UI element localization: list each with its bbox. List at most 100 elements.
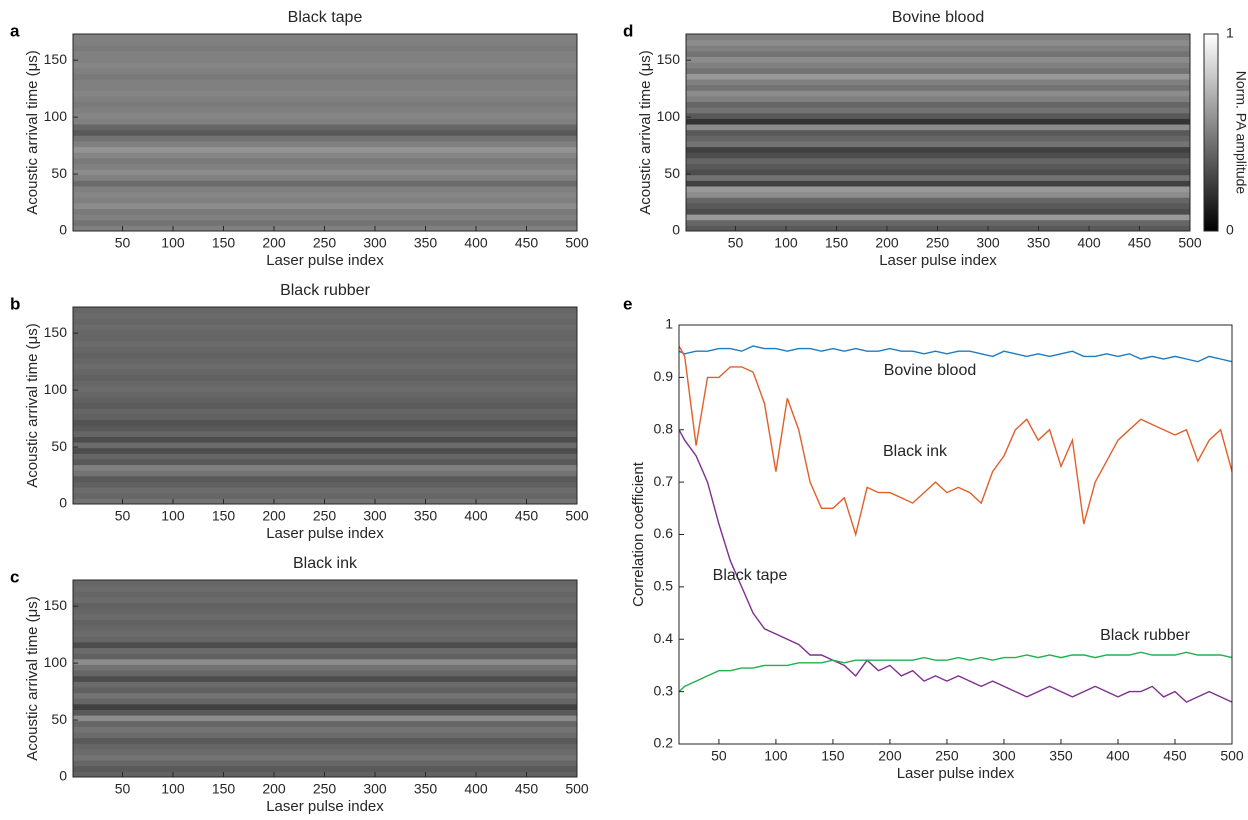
x-axis-label: Laser pulse index <box>897 765 1015 782</box>
y-tick-label: 0 <box>59 768 67 784</box>
heatmap-row <box>73 67 577 74</box>
heatmap-row <box>73 335 577 342</box>
heatmap-row <box>73 664 577 671</box>
heatmap-row <box>73 686 577 694</box>
heatmap-row <box>686 90 1190 97</box>
x-tick-label: 500 <box>1178 235 1202 251</box>
heatmap-row <box>73 458 577 466</box>
heatmap-row <box>73 397 577 404</box>
heatmap-row <box>686 39 1190 46</box>
heatmap-row <box>73 346 577 353</box>
heatmap-row <box>686 107 1190 114</box>
x-tick-label: 50 <box>115 235 131 251</box>
heatmap-row <box>73 419 577 426</box>
heatmap-row <box>686 225 1190 232</box>
y-tick-label: 0.5 <box>654 578 674 594</box>
heatmap-row <box>73 208 577 215</box>
heatmap-row <box>73 90 577 97</box>
heatmap-row <box>73 475 577 482</box>
heatmap-row <box>686 50 1190 58</box>
heatmap-row <box>73 670 577 677</box>
x-tick-label: 400 <box>1077 235 1101 251</box>
heatmap-row <box>686 214 1190 221</box>
heatmap-row <box>73 357 577 364</box>
heatmap-row <box>73 50 577 58</box>
heatmap-row <box>73 73 577 80</box>
heatmap-row <box>686 45 1190 52</box>
heatmap-row <box>73 585 577 592</box>
heatmap-row <box>686 219 1190 226</box>
x-tick-label: 250 <box>926 235 950 251</box>
panel-letter: c <box>10 567 19 586</box>
heatmap-row <box>686 197 1190 204</box>
y-tick-label: 150 <box>44 597 68 613</box>
x-tick-label: 350 <box>1027 235 1051 251</box>
x-tick-label: 350 <box>414 235 438 251</box>
heatmap-row <box>73 39 577 46</box>
heatmap-row <box>73 391 577 398</box>
heatmap-row <box>73 625 577 632</box>
x-tick-label: 500 <box>565 781 589 797</box>
x-axis-label: Laser pulse index <box>879 252 997 269</box>
heatmap-row <box>73 157 577 164</box>
heatmap-row <box>73 56 577 63</box>
x-tick-label: 300 <box>363 508 387 524</box>
heatmap-row <box>73 363 577 370</box>
heatmap-row <box>73 101 577 108</box>
series-line <box>678 345 1233 538</box>
heatmap-row <box>73 608 577 615</box>
x-axis-label: Laser pulse index <box>266 252 384 269</box>
heatmap-row <box>73 596 577 604</box>
heatmap-row <box>73 658 577 665</box>
x-tick-label: 350 <box>414 781 438 797</box>
x-axis-label: Laser pulse index <box>266 525 384 542</box>
heatmap-row <box>73 641 577 649</box>
x-tick-label: 300 <box>976 235 1000 251</box>
heatmap-row <box>73 487 577 494</box>
x-tick-label: 150 <box>821 748 845 764</box>
heatmap-row <box>73 464 577 471</box>
y-tick-label: 0.8 <box>654 420 674 436</box>
x-tick-label: 50 <box>711 748 727 764</box>
x-tick-label: 400 <box>1106 748 1130 764</box>
heatmap-row <box>73 453 577 460</box>
heatmap-row <box>73 636 577 643</box>
x-tick-label: 200 <box>262 781 286 797</box>
x-tick-label: 50 <box>728 235 744 251</box>
panel-letter: d <box>623 21 633 40</box>
heatmap-row <box>73 225 577 232</box>
y-tick-label: 100 <box>657 108 681 124</box>
heatmap-row <box>73 352 577 359</box>
x-tick-label: 50 <box>115 781 131 797</box>
heatmap-row <box>73 754 577 761</box>
plot-frame <box>685 33 1191 232</box>
x-tick-label: 350 <box>414 508 438 524</box>
heatmap-row <box>73 447 577 454</box>
panel-letter: b <box>10 294 20 313</box>
heatmap-row <box>73 470 577 477</box>
heatmap-row <box>73 146 577 153</box>
heatmap-row <box>73 368 577 376</box>
y-tick-label: 100 <box>44 381 68 397</box>
heatmap-row <box>73 95 577 103</box>
heatmap-row <box>73 112 577 119</box>
x-tick-label: 400 <box>464 781 488 797</box>
heatmap-row <box>73 408 577 415</box>
heatmap-row <box>73 653 577 660</box>
panel-title: Black rubber <box>280 282 370 299</box>
y-axis-label: Acoustic arrival time (μs) <box>24 596 41 761</box>
heatmap-row <box>73 118 577 125</box>
plot-frame <box>72 579 578 778</box>
heatmap-row <box>686 129 1190 136</box>
heatmap-row <box>73 163 577 170</box>
heatmap-row <box>73 619 577 626</box>
x-tick-label: 100 <box>161 235 185 251</box>
x-tick-label: 350 <box>1049 748 1073 764</box>
x-tick-label: 50 <box>115 508 131 524</box>
x-tick-label: 450 <box>1163 748 1187 764</box>
heatmap-row <box>73 481 577 488</box>
heatmap-row <box>73 413 577 421</box>
y-tick-label: 0.7 <box>654 473 674 489</box>
heatmap-row <box>686 101 1190 108</box>
x-tick-label: 150 <box>212 508 236 524</box>
